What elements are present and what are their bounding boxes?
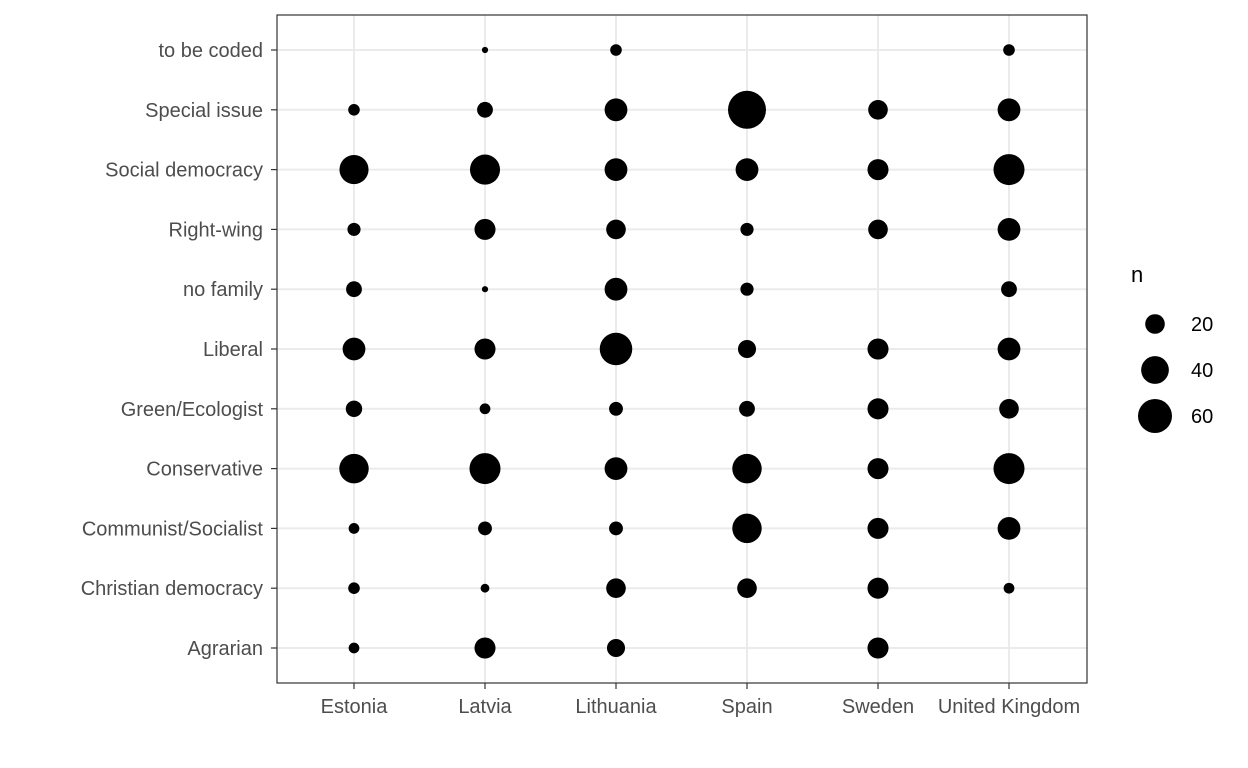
data-point <box>732 453 762 484</box>
data-point <box>604 158 628 182</box>
data-point <box>604 457 628 480</box>
data-point <box>469 154 501 185</box>
data-point <box>346 281 362 298</box>
data-point <box>606 219 626 240</box>
data-point <box>474 637 496 659</box>
legend-label: 40 <box>1191 360 1213 382</box>
data-point <box>481 46 489 54</box>
data-point <box>610 44 622 56</box>
data-point <box>868 219 888 240</box>
x-tick-label: Latvia <box>458 696 512 718</box>
data-point <box>867 577 889 599</box>
gridlines <box>277 15 1087 683</box>
data-point <box>867 338 889 360</box>
y-tick-label: Right-wing <box>169 219 263 241</box>
legend-key <box>1145 314 1165 334</box>
data-point <box>348 523 360 534</box>
data-point <box>997 517 1021 540</box>
data-point <box>867 159 889 181</box>
data-point <box>339 155 369 185</box>
data-point <box>469 453 501 485</box>
data-point <box>728 90 766 129</box>
x-tick-label: Estonia <box>321 696 389 718</box>
data-point <box>867 637 889 659</box>
data-point <box>867 398 889 420</box>
data-point <box>347 222 361 236</box>
data-point <box>599 332 633 366</box>
data-point <box>348 103 360 116</box>
data-point <box>604 277 628 301</box>
data-point <box>474 218 496 240</box>
data-point <box>732 513 762 544</box>
data-point <box>478 521 492 536</box>
y-tick-label: Special issue <box>145 100 263 122</box>
data-point <box>737 339 757 359</box>
data-point <box>1003 44 1015 56</box>
data-point <box>1001 281 1017 298</box>
y-tick-label: to be coded <box>158 40 263 62</box>
y-tick-label: Green/Ecologist <box>121 399 264 421</box>
data-point <box>345 400 363 418</box>
data-point <box>480 583 490 593</box>
data-point <box>477 101 493 118</box>
data-point <box>739 400 755 417</box>
data-point <box>999 398 1019 419</box>
y-tick-label: Christian democracy <box>81 578 263 600</box>
x-tick-label: United Kingdom <box>938 696 1080 718</box>
data-point <box>481 286 489 293</box>
y-tick-label: Communist/Socialist <box>82 518 264 540</box>
x-tick-label: Lithuania <box>575 696 657 718</box>
data-point <box>867 458 889 480</box>
data-point <box>606 638 626 658</box>
data-point <box>997 337 1021 361</box>
data-point <box>606 578 626 599</box>
data-point <box>342 337 366 361</box>
data-point <box>1003 582 1015 594</box>
data-point <box>348 642 360 654</box>
legend-key <box>1141 356 1169 384</box>
data-point <box>479 403 491 415</box>
data-point <box>604 98 628 122</box>
x-tick-label: Sweden <box>842 696 914 718</box>
data-point <box>868 99 888 120</box>
legend-label: 20 <box>1191 314 1213 336</box>
size-legend: n 20 40 60 <box>1131 262 1213 433</box>
y-tick-label: no family <box>183 279 263 301</box>
data-point <box>867 517 889 539</box>
y-axis: Agrarian Christian democracy Communist/Soc… <box>81 40 277 660</box>
data-point <box>997 218 1021 241</box>
y-tick-label: Social democracy <box>105 160 263 182</box>
legend-label: 60 <box>1191 406 1213 428</box>
data-points <box>339 44 1025 659</box>
data-point <box>339 453 369 484</box>
data-point <box>740 282 754 296</box>
data-point <box>474 338 496 360</box>
data-point <box>997 98 1021 122</box>
y-tick-label: Agrarian <box>187 638 263 660</box>
data-point <box>348 582 360 595</box>
data-point <box>609 521 623 536</box>
data-point <box>735 158 759 182</box>
y-tick-label: Conservative <box>146 459 263 481</box>
legend-key <box>1138 399 1172 433</box>
data-point <box>993 154 1025 186</box>
y-tick-label: Liberal <box>203 339 263 361</box>
data-point <box>737 578 757 599</box>
data-point <box>740 222 754 236</box>
data-point <box>993 453 1025 485</box>
x-axis: Estonia Latvia Lithuania Spain Sweden United … <box>321 683 1080 718</box>
x-tick-label: Spain <box>721 696 772 718</box>
data-point <box>609 401 623 416</box>
legend-title: n <box>1131 262 1143 287</box>
